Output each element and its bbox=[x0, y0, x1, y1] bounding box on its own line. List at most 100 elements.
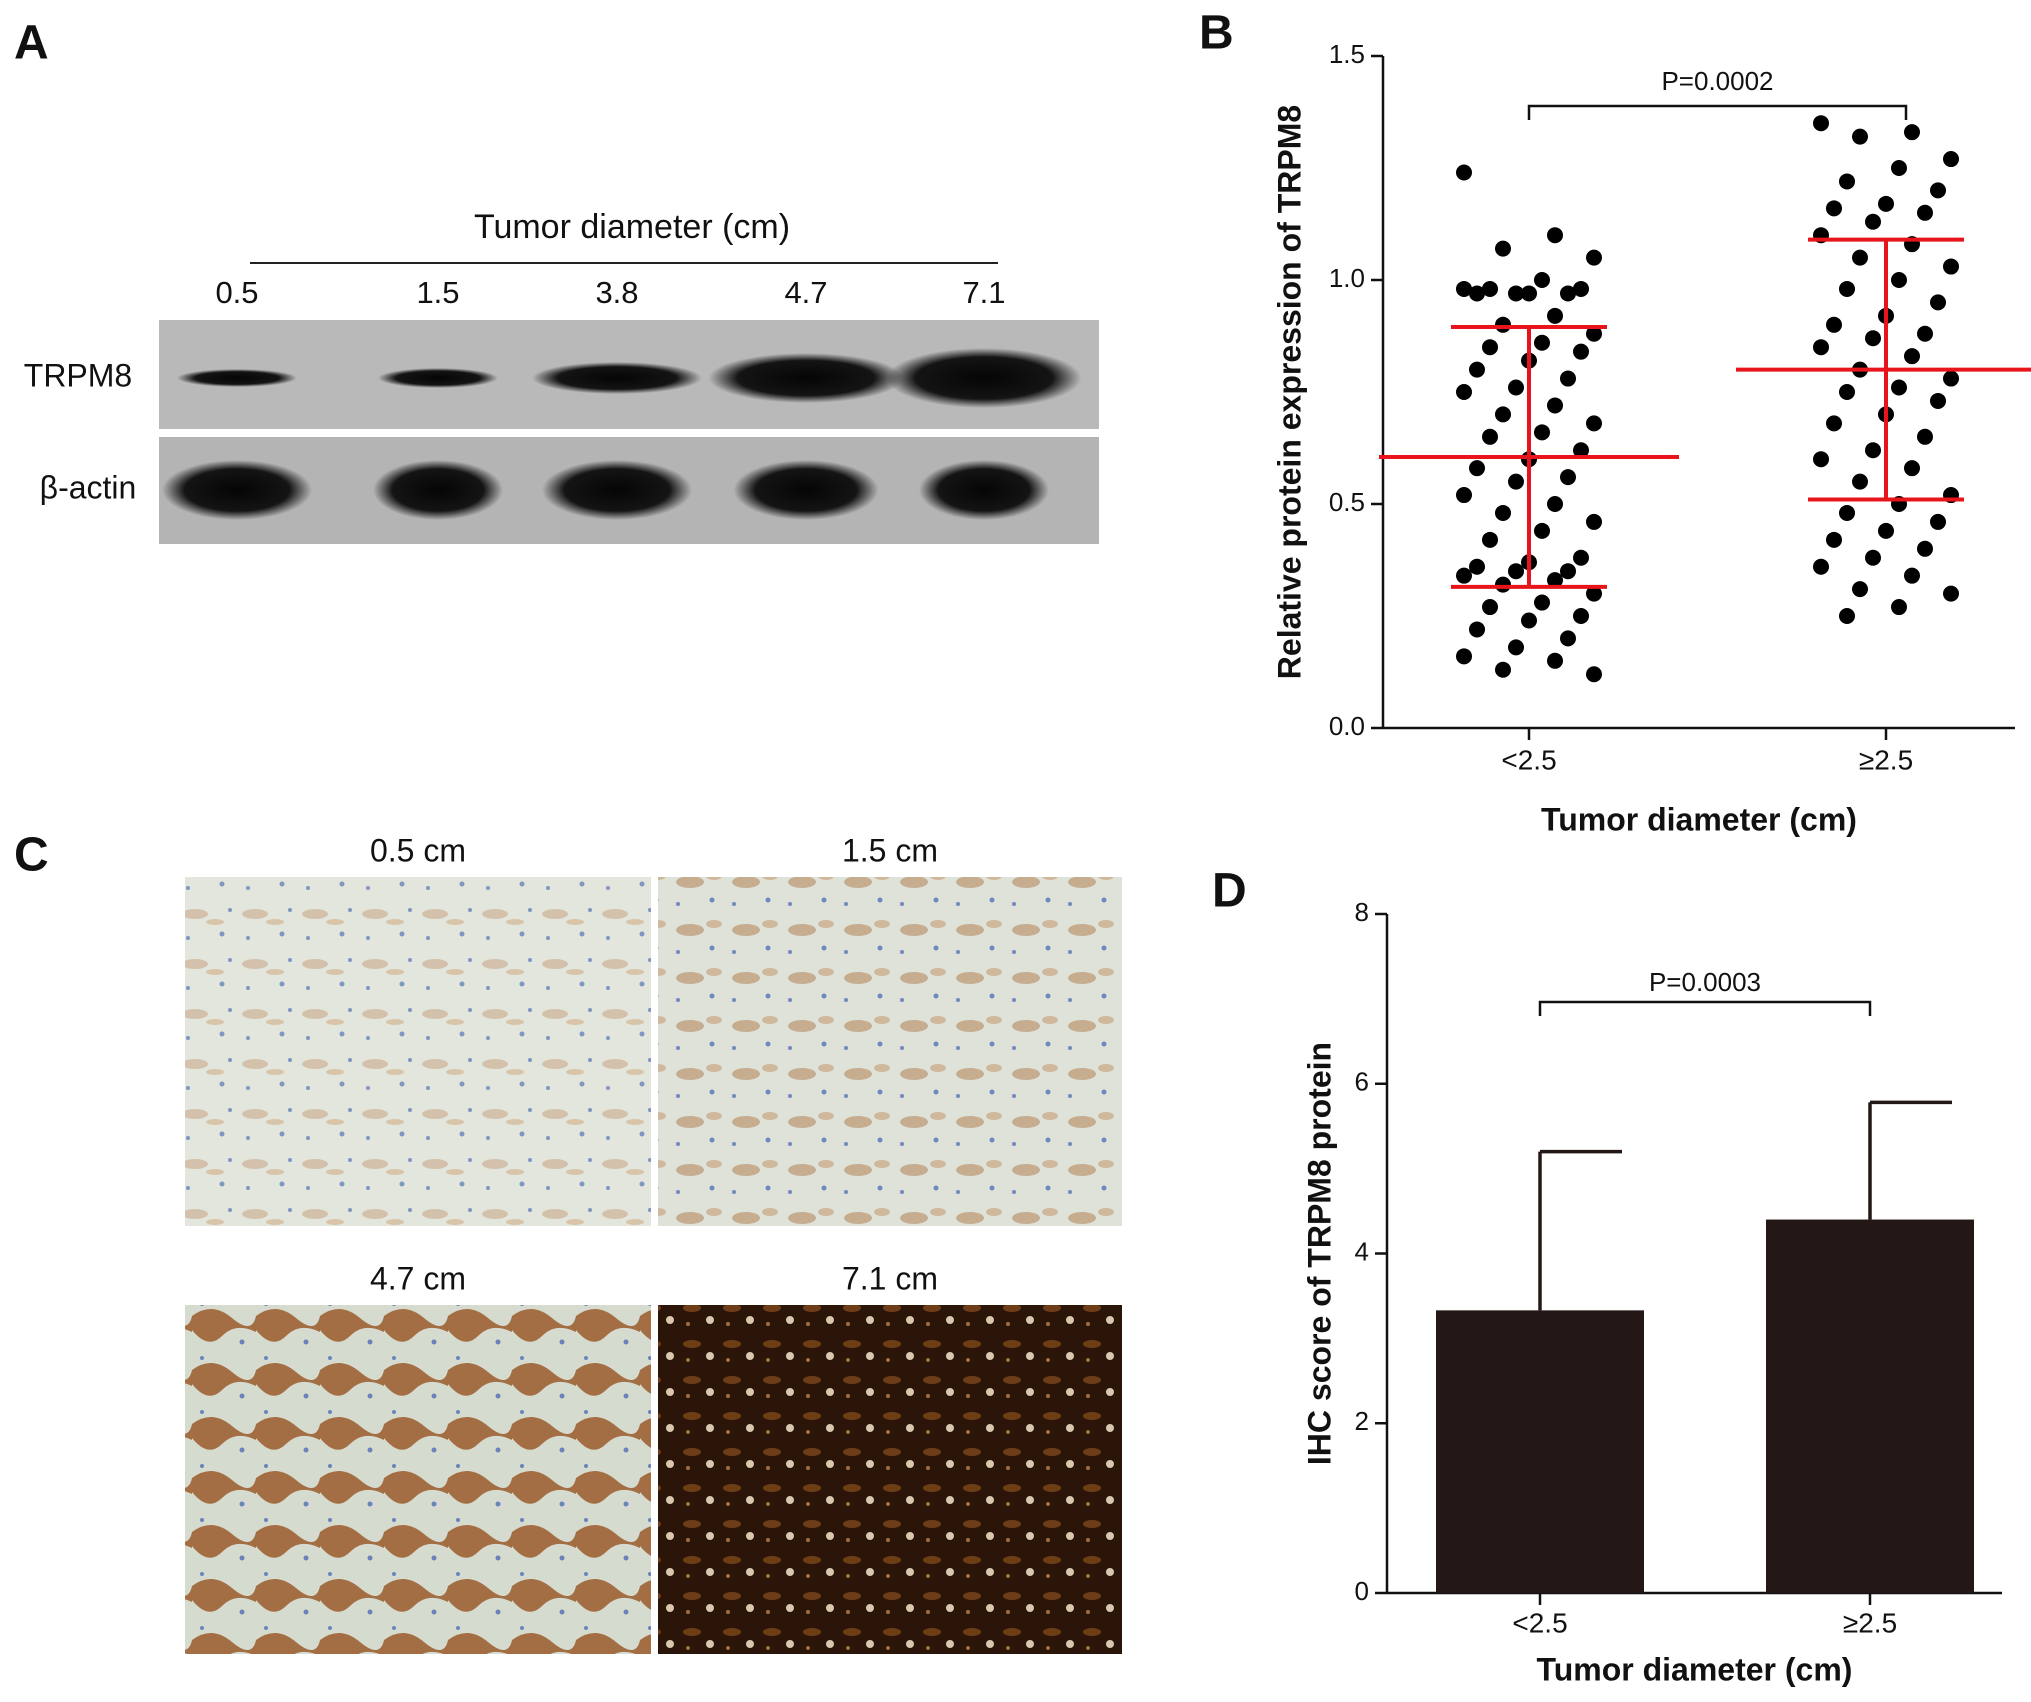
dot bbox=[1547, 307, 1563, 324]
dot bbox=[1813, 339, 1829, 356]
dot bbox=[1495, 576, 1511, 593]
dot bbox=[1826, 415, 1842, 432]
dot bbox=[1495, 504, 1511, 521]
dot bbox=[1917, 325, 1933, 342]
y-tick-label: 8 bbox=[1355, 897, 1369, 927]
dot bbox=[1534, 424, 1550, 441]
dot bbox=[1917, 428, 1933, 445]
lane-label: 4.7 bbox=[784, 275, 827, 310]
bar bbox=[1766, 1219, 1974, 1593]
band bbox=[373, 460, 503, 520]
panel-letter: A bbox=[14, 17, 49, 70]
dot bbox=[1456, 280, 1472, 297]
x-tick-label: <2.5 bbox=[1512, 1607, 1567, 1638]
dot bbox=[1482, 531, 1498, 548]
dot bbox=[1586, 513, 1602, 530]
dot bbox=[1508, 563, 1524, 580]
dot bbox=[1469, 460, 1485, 477]
dot bbox=[1878, 195, 1894, 212]
ihc-image bbox=[185, 877, 651, 1226]
dot bbox=[1878, 522, 1894, 539]
y-tick-label: 1.5 bbox=[1329, 39, 1365, 69]
band bbox=[886, 348, 1082, 408]
dot bbox=[1813, 115, 1829, 132]
y-tick-label: 0.5 bbox=[1329, 487, 1365, 517]
dot bbox=[1573, 442, 1589, 459]
dot bbox=[1826, 316, 1842, 333]
dot bbox=[1852, 581, 1868, 598]
dot bbox=[1560, 630, 1576, 647]
dot bbox=[1586, 666, 1602, 683]
dot bbox=[1456, 164, 1472, 181]
dot bbox=[1930, 294, 1946, 311]
dot bbox=[1865, 442, 1881, 459]
lane-label: 7.1 bbox=[962, 275, 1005, 310]
dot bbox=[1839, 504, 1855, 521]
dot bbox=[1534, 522, 1550, 539]
dot bbox=[1469, 285, 1485, 302]
image-label: 7.1 cm bbox=[842, 1260, 938, 1296]
row-label: β-actin bbox=[40, 469, 137, 505]
band bbox=[378, 368, 498, 388]
image-label: 0.5 cm bbox=[370, 832, 466, 868]
dot bbox=[1508, 379, 1524, 396]
band bbox=[177, 369, 297, 387]
ihc-image bbox=[658, 1305, 1122, 1654]
dot bbox=[1469, 361, 1485, 378]
band bbox=[733, 460, 879, 520]
bar bbox=[1436, 1310, 1644, 1593]
dot bbox=[1943, 585, 1959, 602]
dot bbox=[1852, 473, 1868, 490]
dot bbox=[1508, 285, 1524, 302]
dot bbox=[1482, 280, 1498, 297]
dot bbox=[1469, 621, 1485, 638]
dot bbox=[1573, 549, 1589, 566]
dot bbox=[1547, 652, 1563, 669]
dot bbox=[1930, 392, 1946, 409]
dot bbox=[1852, 249, 1868, 266]
dot bbox=[1560, 469, 1576, 486]
dot bbox=[1495, 406, 1511, 423]
dot bbox=[1508, 473, 1524, 490]
x-tick-label: ≥2.5 bbox=[1859, 744, 1913, 775]
band bbox=[542, 460, 692, 520]
dot bbox=[1456, 648, 1472, 665]
ihc-image bbox=[185, 1305, 651, 1654]
y-tick-label: 4 bbox=[1355, 1236, 1369, 1266]
dot bbox=[1839, 173, 1855, 190]
y-tick-label: 0.0 bbox=[1329, 711, 1365, 741]
dot bbox=[1560, 563, 1576, 580]
row-label: TRPM8 bbox=[24, 357, 132, 393]
dot bbox=[1930, 513, 1946, 530]
y-tick-label: 6 bbox=[1355, 1067, 1369, 1097]
dot bbox=[1573, 608, 1589, 624]
lane-label: 0.5 bbox=[215, 275, 258, 310]
blot-header: Tumor diameter (cm) bbox=[474, 208, 790, 246]
y-axis-label: IHC score of TRPM8 protein bbox=[1301, 1042, 1337, 1465]
dot bbox=[1534, 272, 1550, 288]
x-axis-label: Tumor diameter (cm) bbox=[1537, 1651, 1853, 1687]
y-tick-label: 1.0 bbox=[1329, 263, 1365, 293]
dot bbox=[1865, 549, 1881, 566]
dot bbox=[1547, 397, 1563, 414]
significance-bracket bbox=[1538, 1000, 1872, 1016]
dot bbox=[1917, 540, 1933, 557]
dot bbox=[1865, 330, 1881, 347]
dot bbox=[1456, 384, 1472, 400]
dot bbox=[1826, 531, 1842, 548]
dot bbox=[1891, 272, 1907, 288]
y-tick-label: 0 bbox=[1355, 1576, 1369, 1606]
dot bbox=[1508, 639, 1524, 656]
panel-letter: B bbox=[1199, 7, 1234, 60]
band bbox=[532, 362, 702, 394]
dot bbox=[1865, 213, 1881, 230]
p-value: P=0.0002 bbox=[1661, 66, 1773, 96]
dot bbox=[1917, 204, 1933, 221]
dot bbox=[1904, 460, 1920, 477]
dot bbox=[1586, 249, 1602, 266]
y-tick-label: 2 bbox=[1355, 1406, 1369, 1436]
dot bbox=[1534, 594, 1550, 611]
x-tick-label: ≥2.5 bbox=[1843, 1607, 1897, 1638]
dot bbox=[1904, 124, 1920, 141]
